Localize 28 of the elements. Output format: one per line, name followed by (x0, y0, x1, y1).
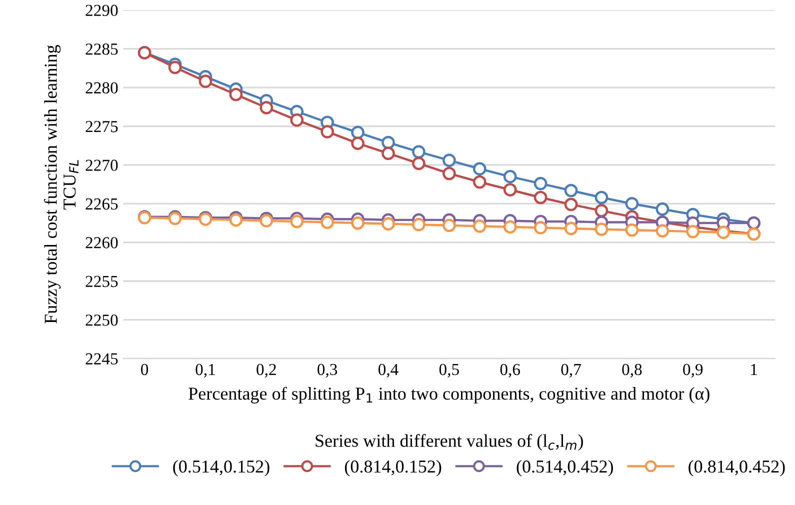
y-tick-label: 2275 (86, 120, 118, 132)
y-axis-title: Fuzzy total cost function with learning TCU$_{FL}$ (44, 45, 78, 324)
y-tick-label: 2255 (86, 276, 118, 288)
x-tick-label: 0,6 (500, 364, 520, 378)
x-tick-label: 0,3 (318, 364, 338, 378)
y-tick-label: 2290 (86, 4, 118, 16)
legend-title: Series with different values of (l$_{c}$,l$_{m}$) (316, 434, 583, 451)
x-tick-label: 0,5 (439, 364, 459, 378)
x-tick-label: 0,4 (378, 364, 398, 378)
legend-label: (0.814,0.152) (344, 460, 442, 476)
legend-label: (0.514,0.152) (173, 460, 270, 476)
x-tick-label: 0 (141, 364, 148, 376)
x-tick-label: 0,1 (196, 364, 215, 378)
x-tick-label: 0,7 (561, 364, 581, 378)
x-tick-label: 0,9 (683, 364, 703, 378)
legend-label: (0.514,0.452) (516, 460, 613, 476)
x-tick-label: 0,8 (622, 364, 642, 378)
y-tick-label: 2265 (86, 198, 118, 210)
x-tick-label: 1 (751, 364, 757, 375)
y-tick-label: 2285 (86, 44, 118, 55)
y-tick-label: 2280 (86, 82, 118, 94)
legend-label: (0.814,0.452) (688, 460, 785, 476)
x-axis-title: Percentage of splitting P$_{1}$ into two components, cognitive and motor (α) (188, 386, 710, 404)
y-tick-label: 2245 (86, 353, 118, 364)
y-tick-label: 2270 (86, 160, 118, 171)
y-tick-label: 2250 (86, 314, 118, 326)
x-tick-label: 0,2 (256, 364, 276, 378)
y-tick-label: 2260 (86, 237, 118, 248)
